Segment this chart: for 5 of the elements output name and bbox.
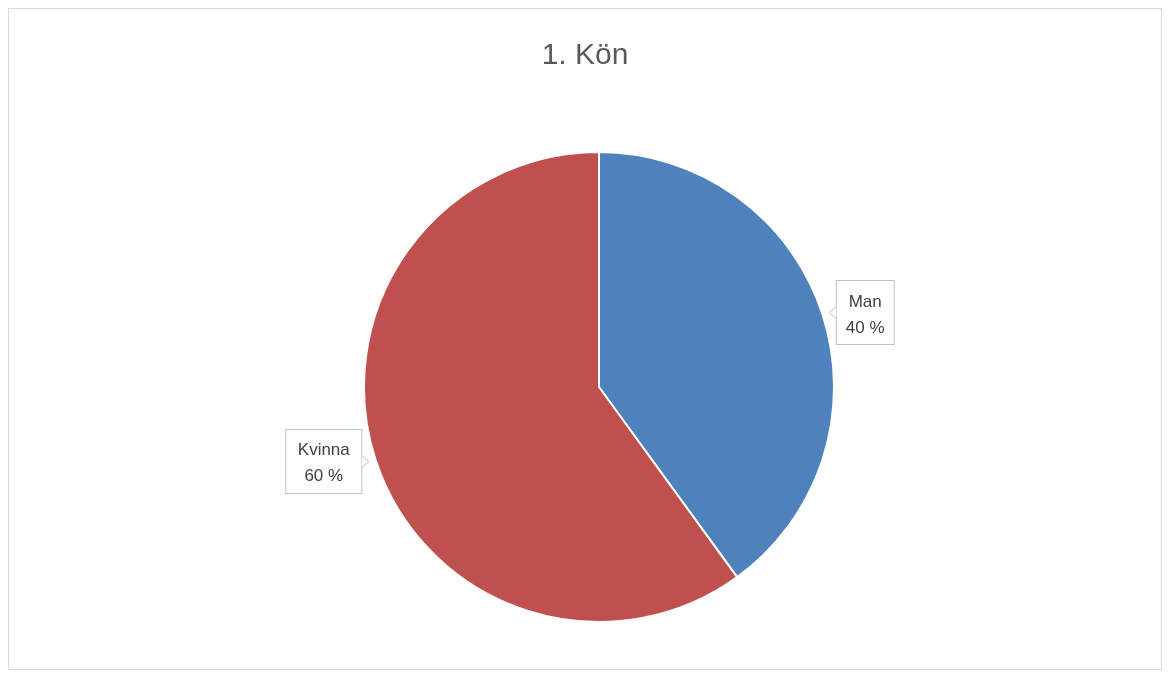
data-label: 60 % <box>304 466 344 486</box>
data-label: 40 % <box>845 317 885 337</box>
slice-label: Kvinna <box>297 440 351 460</box>
chart-title: 1. Kön <box>540 37 630 71</box>
slice-label: Man <box>848 291 882 311</box>
